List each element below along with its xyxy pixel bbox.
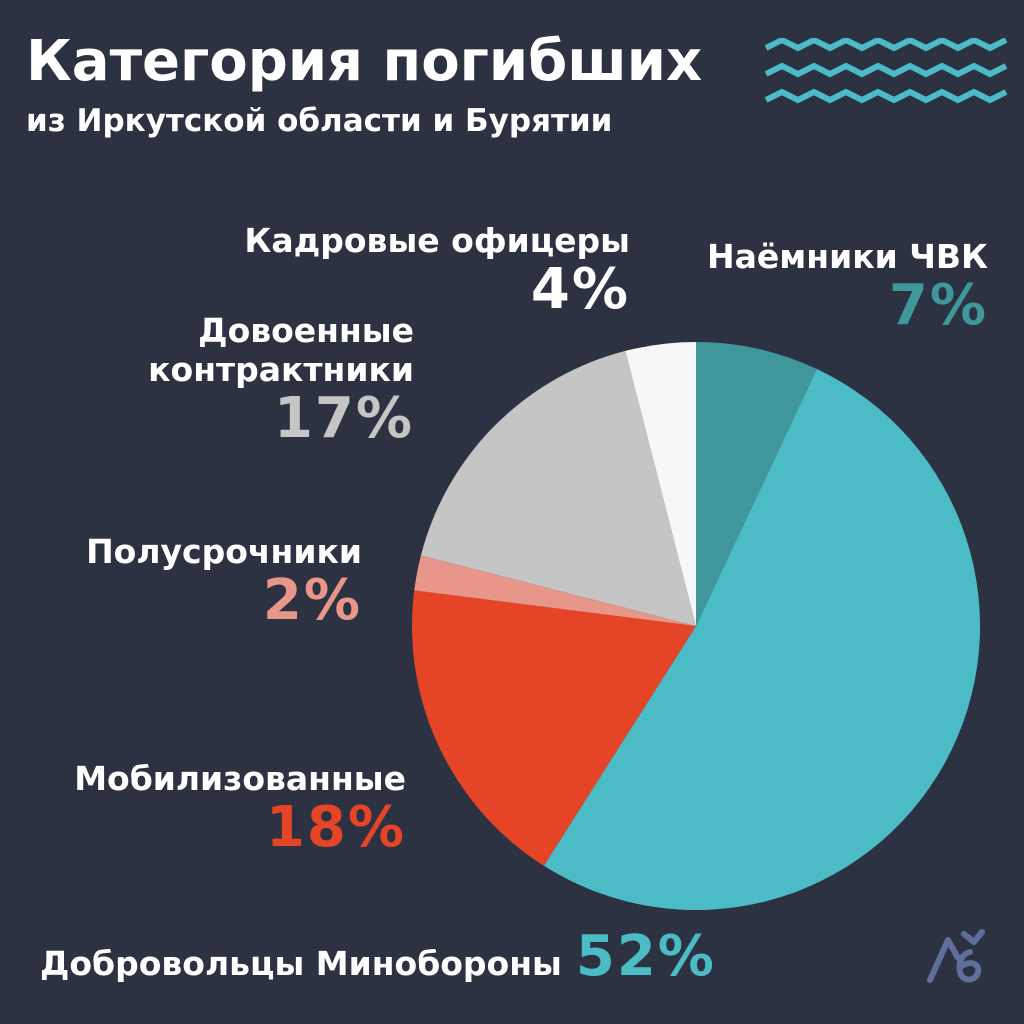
slice-name: Кадровые офицеры xyxy=(244,221,630,260)
slice-name: Добровольцы Минобороны xyxy=(40,944,562,983)
slice-name: Мобилизованные xyxy=(74,759,406,798)
wave-lines-icon xyxy=(764,38,1008,104)
slice-name: Полусрочники xyxy=(86,532,362,571)
pie-slice-1 xyxy=(543,369,981,911)
slice-label-mercenaries: Наёмники ЧВК 7% xyxy=(707,237,988,338)
slice-label-volunteers: Добровольцы Минобороны 52% xyxy=(40,924,716,989)
slice-label-short-term: Полусрочники 2% xyxy=(86,532,362,633)
slice-percent: 2% xyxy=(262,567,362,633)
pie-slice-3 xyxy=(414,555,696,626)
slice-percent: 4% xyxy=(530,256,630,322)
pie-slice-4 xyxy=(420,350,696,626)
pie-slice-2 xyxy=(412,590,696,866)
pie-slice-5 xyxy=(625,342,696,626)
publisher-logo-icon xyxy=(927,929,985,983)
slice-label-career-officers: Кадровые офицеры 4% xyxy=(244,221,630,322)
slice-name-line-2: контрактники xyxy=(148,349,414,389)
pie-slice-0 xyxy=(696,342,817,626)
slice-name-line-1: Довоенные xyxy=(198,311,414,350)
slice-percent: 18% xyxy=(265,794,406,860)
slice-name: Наёмники ЧВК xyxy=(707,237,988,276)
slice-percent: 17% xyxy=(273,385,414,451)
page-title: Категория погибших xyxy=(26,29,703,94)
slice-label-prewar-contractors: Довоенные контрактники 17% xyxy=(148,311,414,451)
slice-percent: 52% xyxy=(575,924,716,989)
slice-label-mobilized: Мобилизованные 18% xyxy=(74,759,406,860)
page-subtitle: из Иркутской области и Бурятии xyxy=(26,103,613,139)
slice-percent: 7% xyxy=(888,272,988,338)
